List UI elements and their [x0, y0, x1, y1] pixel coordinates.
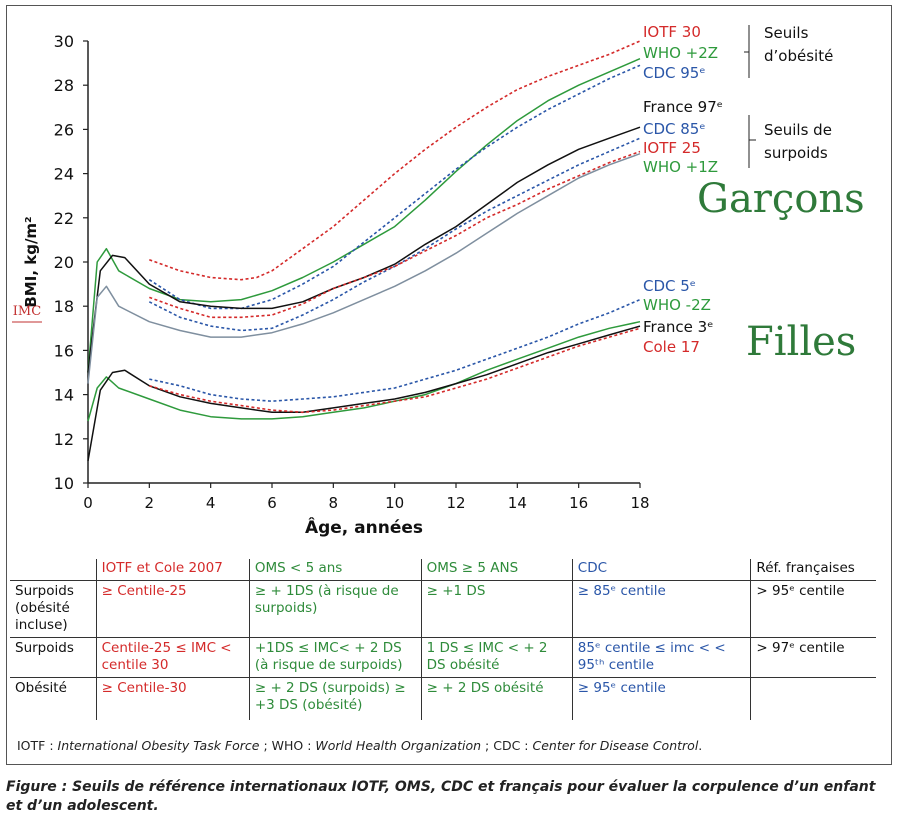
overweight-bracket-line2: surpoids [764, 144, 828, 162]
table-row: Surpoids Centile-25 ≤ IMC < centile 30 +1D… [10, 637, 876, 678]
table-cell: > 95ᵉ centile [750, 580, 876, 638]
y-axis-title: BMI, kg/m² [22, 216, 40, 307]
table-cell: Obésité [15, 680, 67, 696]
x-tick-label: 18 [630, 494, 649, 512]
series-line-who-2z [87, 320, 641, 422]
y-tick-label: 12 [54, 430, 74, 449]
line-label: Cole 17 [643, 338, 700, 356]
table-cell [750, 677, 876, 720]
table-cell: Surpoids [10, 637, 97, 678]
x-tick-label: 12 [446, 494, 465, 512]
y-tick-label: 24 [54, 165, 74, 184]
girls-group-label: Filles [746, 319, 856, 365]
line-label: France 3ᵉ [643, 318, 713, 336]
table-header-cell: CDC [571, 559, 751, 581]
table-header-row: IOTF et Cole 2007 OMS < 5 ans OMS ≥ 5 ANS C… [10, 559, 876, 581]
line-label: CDC 5ᵉ [643, 277, 696, 295]
table-cell: ≥ 95ᵉ centile [571, 677, 751, 720]
x-tick-label: 14 [508, 494, 527, 512]
table-row: Obésité ≥ Centile-30 ≥ + 2 DS (surpoids) ≥… [10, 677, 876, 720]
series-line-cole-17 [149, 327, 641, 414]
footnote-iotf: International Obesity Task Force [57, 738, 260, 753]
series-line-france-3e [87, 325, 641, 462]
y-tick-label: 28 [54, 76, 74, 95]
footnote: IOTF : International Obesity Task Force … [17, 738, 702, 753]
x-tick-label: 10 [385, 494, 404, 512]
boys-group-label: Garçons [697, 176, 865, 222]
footnote-text-4: . [698, 738, 703, 753]
x-tick-label: 4 [206, 494, 216, 512]
table-cell: 1 DS ≤ IMC < + 2 DS obésité [420, 637, 573, 678]
x-axis-title: Âge, années [305, 516, 423, 538]
overweight-bracket-line1: Seuils de [764, 121, 832, 139]
line-labels: IOTF 30 WHO +2Z CDC 95ᵉ France 97ᵉ CDC 85ᵉIO… [643, 23, 723, 356]
footnote-text-2: ; WHO : [259, 738, 316, 753]
line-label: CDC 85ᵉ [643, 120, 706, 138]
table-cell: ≥ +1 DS [420, 580, 573, 638]
reference-table: IOTF et Cole 2007 OMS < 5 ans OMS ≥ 5 ANS C… [10, 559, 876, 720]
series-line-who-1z [87, 152, 641, 384]
series-line-cdc-95e [148, 64, 641, 310]
line-label: CDC 95ᵉ [643, 64, 706, 82]
table-header-cell: IOTF et Cole 2007 [95, 559, 250, 581]
table-header-cell: Réf. françaises [750, 559, 876, 581]
axes [87, 41, 640, 484]
table-header-cell [10, 559, 97, 581]
line-label: WHO -2Z [643, 296, 711, 314]
y-tick-label: 18 [54, 297, 74, 316]
series-line-france-97e [87, 126, 641, 373]
table-cell: ≥ Centile-30 [95, 677, 250, 720]
series-line-iotf-25 [149, 150, 641, 319]
table-cell: 85ᵉ centile ≤ imc < < 95ᵗʰ centile [571, 637, 751, 678]
footnote-text-1: IOTF : [17, 738, 58, 753]
y-tick-label: 22 [54, 209, 74, 228]
table-cell: ≥ + 2 DS obésité [420, 677, 573, 720]
footnote-text-3: ; CDC : [481, 738, 533, 753]
table-cell: ≥ 85ᵉ centile [571, 580, 751, 638]
obesity-bracket-line2: d’obésité [764, 47, 833, 65]
y-tick-label: 10 [54, 474, 74, 493]
x-tick-label: 6 [267, 494, 277, 512]
series-line-iotf-30 [149, 40, 641, 281]
obesity-bracket-line1: Seuils [764, 24, 809, 42]
x-tick-label: 16 [569, 494, 588, 512]
table-header-cell: OMS < 5 ans [248, 559, 422, 581]
overweight-bracket: Seuils de surpoids [748, 115, 832, 168]
line-label: France 97ᵉ [643, 98, 723, 116]
line-label: WHO +2Z [643, 44, 718, 62]
table-cell: +1DS ≤ IMC< + 2 DS (à risque de surpoids… [248, 637, 422, 678]
figure-caption: Figure : Seuils de référence internation… [6, 779, 876, 814]
table-header-cell: OMS ≥ 5 ANS [420, 559, 573, 581]
table-cell: > 97ᵉ centile [750, 637, 876, 678]
table-cell: Surpoids (obésité incluse) [10, 580, 97, 638]
y-tick-label: 30 [54, 32, 74, 51]
series-line-cdc-85e [148, 137, 641, 332]
series-line-who-2z [87, 58, 641, 373]
table-cell: ≥ + 2 DS (surpoids) ≥ +3 DS (obésité) [248, 677, 422, 720]
y-axis-alt-title: IMC [13, 304, 41, 319]
x-tick-label: 2 [145, 494, 155, 512]
y-tick-label: 16 [54, 341, 74, 360]
footnote-cdc: Center for Disease Control [532, 738, 699, 753]
line-label: WHO +1Z [643, 158, 718, 176]
series-line-cdc-5e [149, 298, 641, 403]
y-tick-label: 14 [54, 386, 74, 405]
obesity-bracket: Seuils d’obésité [744, 24, 833, 78]
x-tick-label: 8 [329, 494, 339, 512]
series-lines [87, 40, 641, 462]
footnote-who: World Health Organization [315, 738, 482, 753]
figure-frame [6, 5, 892, 765]
line-label: IOTF 30 [643, 23, 701, 41]
y-tick-label: 20 [54, 253, 74, 272]
table-row: Surpoids (obésité incluse) ≥ Centile-25 ≥ … [10, 580, 876, 638]
table-cell: ≥ + 1DS (à risque de surpoids) [248, 580, 422, 638]
y-tick-label: 26 [54, 120, 74, 139]
table-cell: Centile-25 ≤ IMC < centile 30 [95, 637, 250, 678]
x-tick-label: 0 [83, 494, 93, 512]
table-cell: ≥ Centile-25 [95, 580, 250, 638]
line-label: IOTF 25 [643, 139, 701, 157]
